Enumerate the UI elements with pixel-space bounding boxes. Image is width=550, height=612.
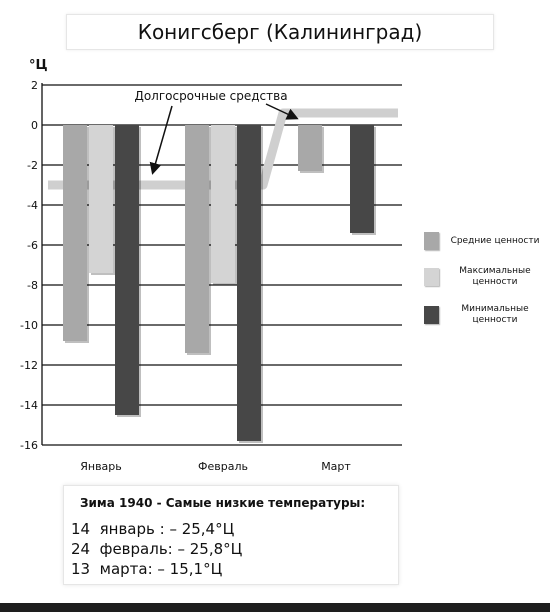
- y-tick-labels: 2 0 -2 -4 -6 -8 -10 -12 -14 -16: [20, 79, 38, 452]
- bar-0-2: [115, 125, 139, 415]
- y-axis-label: °Ц: [29, 58, 48, 73]
- bottom-bar: [0, 603, 550, 612]
- bar-0-1: [89, 125, 113, 273]
- legend-label: Средние ценности: [450, 235, 540, 246]
- legend-item: Средние ценности: [424, 232, 546, 250]
- y-tick-label: -2: [27, 159, 38, 172]
- bar-2-2: [350, 125, 374, 233]
- x-tick-label: Март: [321, 460, 351, 473]
- legend-swatch: [424, 306, 439, 324]
- y-tick-label: -8: [27, 279, 38, 292]
- bars: [63, 125, 376, 443]
- y-tick-label: -4: [27, 199, 38, 212]
- grid-lines: [41, 83, 402, 446]
- x-tick-labels: Январь Февраль Март: [80, 460, 351, 473]
- note-line-january: 14 январь : – 25,4°Ц: [71, 520, 235, 538]
- legend: Средние ценности Максимальные ценности Мин…: [424, 232, 546, 342]
- legend-item: Максимальные ценности: [424, 266, 546, 288]
- x-tick-label: Январь: [80, 460, 122, 473]
- bar-2-0: [298, 125, 322, 171]
- legend-swatch: [424, 232, 439, 250]
- y-tick-label: -14: [20, 399, 38, 412]
- y-tick-label: -16: [20, 439, 38, 452]
- y-tick-label: -10: [20, 319, 38, 332]
- legend-swatch: [424, 268, 439, 286]
- annotation: Долгосрочные средства: [134, 89, 299, 175]
- note-line-february: 24 февраль: – 25,8°Ц: [71, 540, 243, 558]
- x-tick-label: Февраль: [198, 460, 248, 473]
- legend-label: Максимальные ценности: [459, 266, 531, 287]
- bar-1-2: [237, 125, 261, 441]
- chart-title: Конигсберг (Калининград): [137, 20, 423, 44]
- bar-1-0: [185, 125, 209, 353]
- note-title: Зима 1940 - Самые низкие температуры:: [80, 496, 366, 510]
- chart-title-box: Конигсберг (Калининград): [66, 14, 494, 50]
- y-tick-label: 0: [31, 119, 38, 132]
- note-box: Зима 1940 - Самые низкие температуры: 14…: [63, 485, 399, 585]
- y-tick-label: -6: [27, 239, 38, 252]
- y-tick-label: 2: [31, 79, 38, 92]
- bar-1-1: [211, 125, 235, 283]
- annotation-text: Долгосрочные средства: [134, 89, 287, 103]
- legend-item: Минимальные ценности: [424, 304, 546, 326]
- annotation-arrow-left: [149, 105, 173, 175]
- annotation-arrow-right: [265, 103, 299, 120]
- bar-0-0: [63, 125, 87, 341]
- y-tick-label: -12: [20, 359, 38, 372]
- legend-label: Минимальные ценности: [461, 304, 529, 325]
- note-line-march: 13 марта: – 15,1°Ц: [71, 560, 223, 578]
